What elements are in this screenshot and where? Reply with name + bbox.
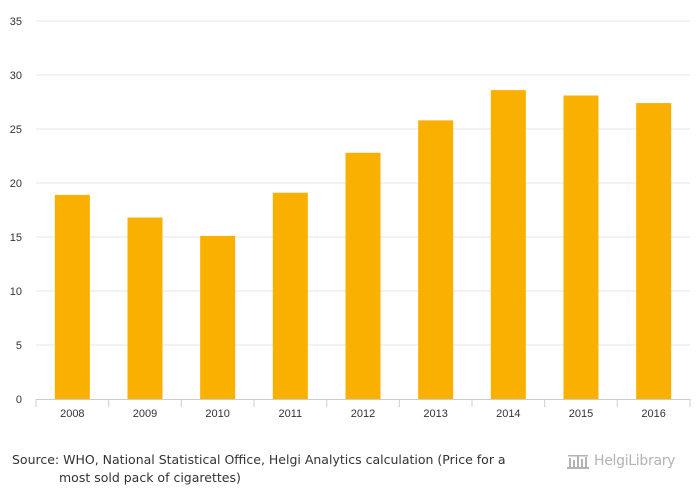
bar[interactable] [563, 95, 599, 400]
x-tick-label: 2013 [423, 408, 447, 420]
bar[interactable] [418, 120, 454, 400]
bar[interactable] [54, 194, 90, 399]
logo-text: HelgiLibrary [594, 453, 676, 469]
axes: 0 5 10 15 20 25 30 35 2008 2009 2010 2011 2012 2013 20… [10, 16, 691, 420]
x-tick-label: 2016 [641, 408, 665, 420]
source-line-1: Source: WHO, National Statistical Office… [12, 452, 506, 467]
bar[interactable] [272, 192, 308, 399]
bars [54, 90, 672, 400]
helgi-library-logo[interactable]: HelgiLibrary [566, 450, 675, 472]
bar[interactable] [200, 235, 236, 399]
y-tick-label: 30 [10, 70, 22, 82]
x-tick-label: 2008 [60, 408, 84, 420]
bar[interactable] [490, 90, 526, 400]
x-tick-label: 2014 [496, 408, 520, 420]
source-note: Source: WHO, National Statistical Office… [12, 451, 532, 487]
y-tick-label: 35 [10, 16, 22, 28]
x-tick-label: 2010 [205, 408, 229, 420]
bar-chart: 0 5 10 15 20 25 30 35 2008 2009 2010 2011 2012 2013 20… [10, 16, 691, 420]
x-tick-label: 2012 [351, 408, 375, 420]
x-tick-label: 2011 [279, 408, 303, 420]
library-building-icon [567, 455, 589, 469]
bar[interactable] [345, 152, 381, 399]
source-line-2: most sold pack of cigarettes) [59, 470, 241, 485]
x-tick-label: 2009 [133, 408, 157, 420]
x-tick-label: 2015 [569, 408, 593, 420]
y-tick-label: 10 [10, 286, 22, 298]
y-tick-label: 15 [10, 232, 22, 244]
y-tick-label: 0 [16, 394, 22, 406]
bar[interactable] [636, 103, 672, 399]
bar[interactable] [127, 217, 163, 399]
y-tick-label: 20 [10, 178, 22, 190]
y-tick-label: 25 [10, 124, 22, 136]
y-tick-label: 5 [16, 340, 22, 352]
